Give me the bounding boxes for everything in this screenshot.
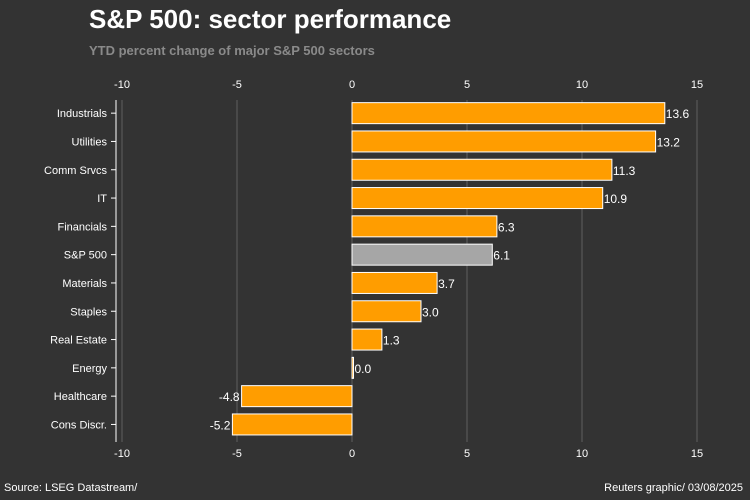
data-label: -5.2 [210,418,231,432]
category-label: S&P 500 [64,250,107,262]
category-label: Financials [57,221,107,233]
data-label: 6.1 [493,249,510,263]
data-label: 1.3 [383,334,400,348]
category-label: Industrials [57,108,108,120]
x-tick-label-bottom: 5 [464,448,470,460]
x-tick-label-bottom: 10 [576,448,588,460]
x-tick-label-top: 5 [464,79,470,91]
bar [231,413,353,436]
bar [351,130,657,153]
bar [351,243,493,266]
category-label: Energy [72,363,107,375]
category-label: Real Estate [50,335,107,347]
data-label: 13.6 [666,107,690,121]
bar [351,158,613,181]
x-tick-label-top: 10 [576,79,588,91]
data-label: 11.3 [613,164,636,178]
x-tick-label-top: 15 [691,79,703,91]
data-label: 6.3 [498,220,515,234]
data-label: 3.0 [422,305,439,319]
x-tick-label-top: -10 [114,79,130,91]
source-note: Source: LSEG Datastream/ [4,482,138,494]
x-tick-label-top: -5 [232,79,242,91]
chart-subtitle: YTD percent change of major S&P 500 sect… [89,43,375,58]
data-label: 10.9 [604,192,628,206]
x-tick-label-top: 0 [349,79,355,91]
data-label: 3.7 [438,277,455,291]
category-label: Comm Srvcs [44,165,107,177]
data-label: -4.8 [219,390,240,404]
x-tick-label-bottom: 15 [691,448,703,460]
x-tick-label-bottom: 0 [349,448,355,460]
bar [351,328,383,351]
category-label: Materials [62,278,107,290]
category-label: Cons Discr. [51,419,107,431]
bar [351,187,604,210]
data-label: 0.0 [355,362,372,376]
bar [351,102,666,125]
bar [241,385,353,408]
x-tick-label-bottom: -5 [232,448,242,460]
data-label: 13.2 [657,135,681,149]
category-label: IT [97,193,107,205]
category-label: Staples [70,306,107,318]
category-label: Utilities [72,136,108,148]
bar [351,356,354,379]
chart-title: S&P 500: sector performance [89,4,452,34]
credit-note: Reuters graphic/ 03/08/2025 [604,482,743,494]
bar [351,271,438,294]
bar [351,300,422,323]
x-tick-label-bottom: -10 [114,448,130,460]
category-label: Healthcare [54,391,107,403]
bar [351,215,498,238]
